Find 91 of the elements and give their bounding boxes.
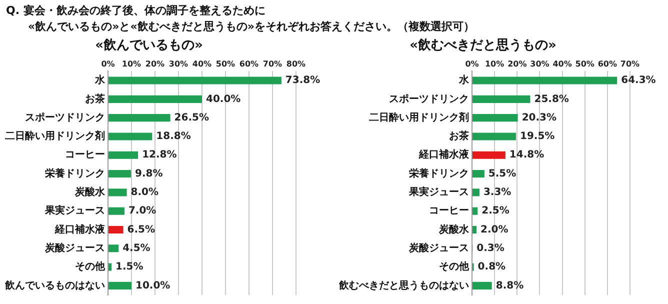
bar	[472, 114, 518, 122]
y-tick-label: 二日酔い用ドリンク剤	[369, 111, 469, 124]
bar	[472, 188, 480, 196]
y-tick-label: 果実ジュース	[44, 204, 105, 217]
y-tick-label: 栄養ドリンク	[45, 167, 105, 180]
x-tick-label: 60%	[239, 59, 259, 68]
y-tick-label: スポーツドリンク	[389, 94, 469, 105]
y-tick-label: 水	[458, 74, 470, 86]
bar	[108, 188, 127, 196]
y-tick-label: 炭酸水	[74, 186, 106, 198]
data-label: 40.0%	[206, 94, 241, 105]
data-label: 0.8%	[478, 262, 506, 273]
data-label: 3.3%	[483, 187, 512, 198]
bar	[108, 282, 132, 290]
y-tick-label: コーヒー	[429, 206, 469, 217]
x-tick-label: 70%	[262, 59, 282, 68]
data-label: 0.3%	[476, 242, 504, 254]
bar	[108, 151, 138, 159]
bar	[472, 95, 530, 103]
bar	[108, 170, 132, 178]
x-tick-label: 50%	[575, 59, 594, 68]
y-tick-label: 飲むべきだと思うものはない	[338, 279, 469, 292]
y-tick-label: お茶	[449, 130, 469, 142]
y-tick-label: 飲んでいるものはない	[4, 279, 105, 292]
data-label: 14.8%	[509, 150, 544, 161]
data-label: 6.5%	[127, 224, 156, 236]
data-label: 9.8%	[135, 168, 163, 180]
x-tick-label: 60%	[598, 59, 618, 68]
bar	[472, 76, 618, 84]
data-label: 20.3%	[522, 112, 557, 124]
y-tick-label: 水	[94, 74, 106, 86]
x-tick-label: 0%	[101, 59, 115, 68]
bar	[108, 226, 124, 234]
data-label: 26.5%	[174, 112, 209, 124]
y-tick-label: その他	[75, 260, 106, 273]
y-tick-label: 炭酸ジュース	[44, 242, 105, 254]
y-tick-label: コーヒー	[65, 150, 105, 161]
bar	[472, 151, 506, 159]
data-label: 8.0%	[130, 187, 159, 198]
data-label: 10.0%	[136, 280, 170, 292]
y-tick-label: その他	[439, 260, 470, 273]
x-tick-label: 80%	[286, 59, 306, 68]
data-label: 5.5%	[488, 168, 516, 180]
x-tick-label: 20%	[508, 59, 527, 68]
bar	[472, 282, 492, 290]
y-tick-label: スポーツドリンク	[25, 112, 105, 124]
y-tick-label: お茶	[85, 92, 105, 105]
data-label: 12.8%	[142, 150, 177, 161]
bar	[108, 132, 152, 140]
bar	[472, 226, 477, 234]
bar	[108, 95, 202, 103]
data-label: 2.0%	[480, 224, 508, 236]
data-label: 25.8%	[534, 94, 569, 105]
x-tick-label: 10%	[484, 59, 504, 68]
text: «飲んでいるもの»と«飲むべきだと思うもの»をそれぞれお答えください。（複数選択可）	[27, 19, 474, 35]
data-label: 2.5%	[482, 206, 510, 217]
y-tick-label: 栄養ドリンク	[409, 167, 469, 180]
data-label: 73.8%	[285, 75, 320, 86]
chart-title: «飲んでいるもの»	[95, 38, 203, 54]
x-tick-label: 30%	[168, 59, 188, 68]
y-tick-label: 経口補水液	[54, 223, 106, 236]
x-tick-label: 40%	[192, 59, 212, 68]
data-label: 1.5%	[116, 262, 144, 273]
y-tick-label: 果実ジュース	[408, 186, 469, 198]
y-tick-label: 炭酸ジュース	[408, 242, 469, 254]
x-tick-label: 70%	[620, 59, 640, 68]
bar	[108, 114, 170, 122]
data-label: 4.5%	[122, 242, 150, 254]
bar	[108, 244, 119, 252]
bar	[472, 207, 478, 215]
x-tick-label: 50%	[216, 59, 236, 68]
x-tick-label: 10%	[122, 59, 142, 68]
bar	[108, 263, 112, 271]
data-label: 19.5%	[520, 131, 555, 142]
bar	[108, 207, 124, 215]
bar	[108, 76, 282, 84]
y-tick-label: 炭酸水	[438, 223, 470, 236]
chart-title: «飲むべきだと思うもの»	[410, 38, 556, 54]
data-label: 7.0%	[128, 206, 156, 217]
bar	[472, 132, 516, 140]
x-tick-label: 20%	[145, 59, 165, 68]
text: Q. 宴会・飲み会の終了後、体の調子を整えるために	[6, 3, 266, 19]
data-label: 64.3%	[621, 75, 656, 86]
x-tick-label: 0%	[465, 59, 479, 68]
y-tick-label: 経口補水液	[418, 148, 470, 161]
x-tick-label: 30%	[530, 59, 550, 68]
bar	[472, 170, 484, 178]
data-label: 8.8%	[496, 280, 524, 292]
data-label: 18.8%	[156, 131, 191, 142]
x-tick-label: 40%	[552, 59, 572, 68]
y-tick-label: 二日酔い用ドリンク剤	[5, 130, 105, 142]
